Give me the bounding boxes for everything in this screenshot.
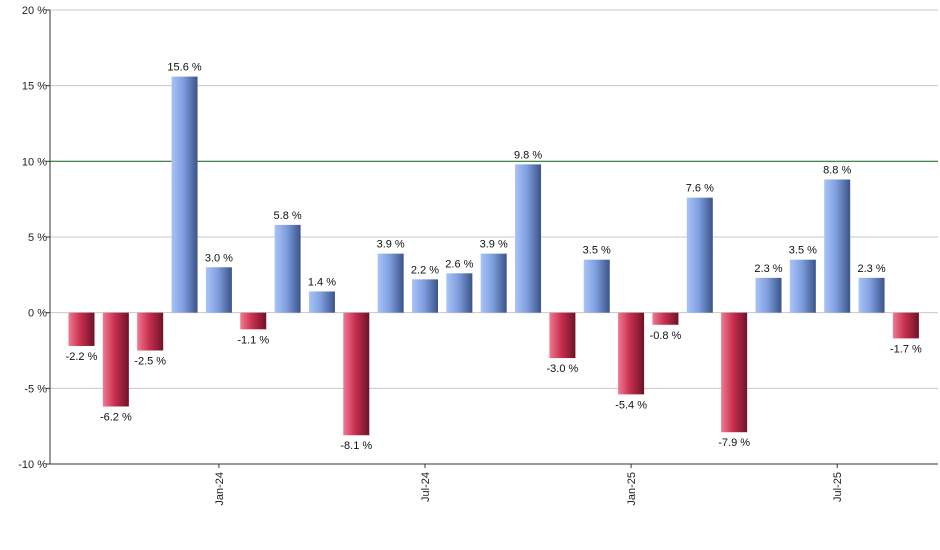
y-tick-label: 20 % [22,5,47,17]
data-label: -7.9 % [718,437,750,449]
bar [274,224,301,313]
data-label: -0.8 % [650,330,682,342]
bar [446,273,473,313]
data-label: 9.8 % [514,149,542,161]
bar [824,179,851,313]
bar [480,253,507,313]
bars [68,76,919,436]
data-label: 2.3 % [857,263,885,275]
data-labels: -2.2 % -6.2 % -2.5 % 15.6 % 3.0 % -1.1 % 5.8 %… [66,62,922,453]
bar [68,312,95,346]
data-label: -5.4 % [615,399,647,411]
data-label: 2.6 % [445,258,473,270]
bar [171,76,198,313]
data-label: 7.6 % [686,183,714,195]
bar [412,279,438,313]
data-label: -8.1 % [340,440,372,452]
y-tick-label: -10 % [18,459,47,471]
x-tick-label: Jul-24 [420,472,432,502]
y-tick-label: 5 % [28,232,47,244]
data-label: -2.2 % [66,351,98,363]
x-tick-label: Jul-25 [832,472,844,502]
bar [686,197,713,313]
data-label: -1.1 % [237,334,269,346]
data-label: 8.8 % [823,164,851,176]
bar [721,312,748,433]
bar [308,291,335,313]
bar [102,312,129,407]
bar [137,312,164,351]
data-label: 2.2 % [411,264,439,276]
bar [515,164,542,313]
axes: -10 % -5 % 0 % 5 % 10 % 15 % 20 % Jan-24 Jul-24 J… [18,5,938,506]
data-label: 15.6 % [167,62,201,74]
y-tick-label: 0 % [28,308,47,320]
bar [858,277,885,313]
data-label: -2.5 % [134,356,166,368]
bar [343,312,370,436]
data-label: -1.7 % [890,343,922,355]
bar [755,277,782,313]
bar [549,312,576,359]
data-label: 3.9 % [480,239,508,251]
y-tick-label: 15 % [22,81,47,93]
bar [377,253,404,313]
x-tick-label: Jan-25 [626,472,638,506]
y-tick-label: 10 % [22,156,47,168]
data-label: -3.0 % [547,363,579,375]
data-label: 1.4 % [308,276,336,288]
y-tick-label: -5 % [24,383,47,395]
bar [583,259,610,313]
data-label: 3.5 % [583,245,611,257]
bar [618,312,645,395]
data-label: 3.9 % [377,239,405,251]
data-label: 3.5 % [789,245,817,257]
bar [240,312,267,330]
bar [652,312,679,325]
bar [892,312,919,339]
data-label: -6.2 % [100,411,132,423]
data-label: 5.8 % [274,210,302,222]
bar [205,267,232,313]
data-label: 3.0 % [205,252,233,264]
data-label: 2.3 % [754,263,782,275]
x-tick-label: Jan-24 [214,472,226,506]
bar [789,259,816,313]
